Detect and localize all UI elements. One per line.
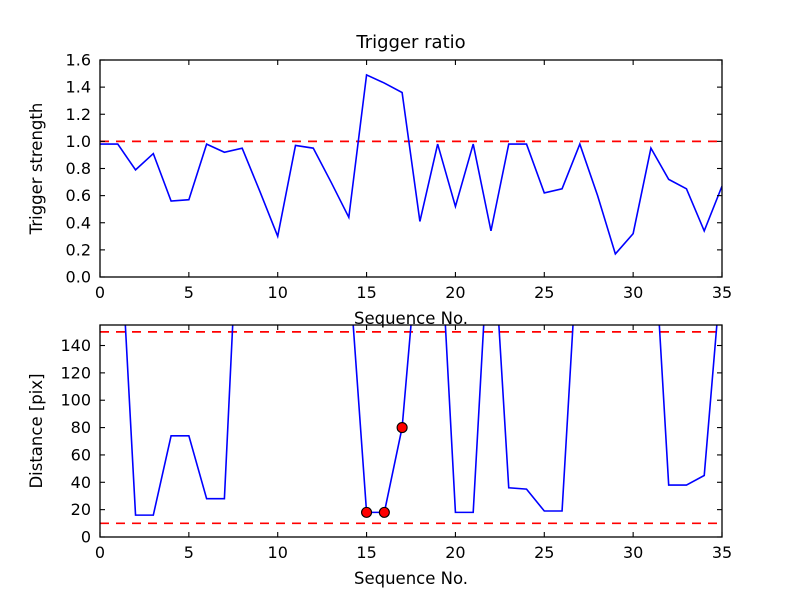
data-marker-2 (396, 422, 408, 434)
ytick-label-trigger-ratio-5: 1.0 (66, 132, 91, 151)
ytick-label-trigger-ratio-4: 0.8 (66, 159, 91, 178)
ytick-label-distance-5: 100 (60, 391, 91, 410)
xtick-label-distance-7: 35 (712, 543, 732, 562)
data-marker-0 (361, 506, 373, 518)
ytick-label-trigger-ratio-7: 1.4 (66, 78, 91, 97)
ylabel-distance: Distance [pix] (27, 373, 46, 488)
xtick-label-distance-4: 20 (445, 543, 465, 562)
xlabel-distance: Sequence No. (354, 569, 468, 588)
ytick-label-trigger-ratio-6: 1.2 (66, 105, 91, 124)
ytick-label-trigger-ratio-3: 0.6 (66, 186, 91, 205)
ylabel-trigger-ratio: Trigger strength (27, 103, 46, 236)
ytick-label-trigger-ratio-1: 0.2 (66, 240, 91, 259)
ytick-label-trigger-ratio-8: 1.6 (66, 51, 91, 70)
ytick-label-distance-2: 40 (71, 473, 91, 492)
xtick-label-trigger-ratio-2: 10 (268, 283, 288, 302)
data-line-trigger-ratio (100, 73, 722, 256)
ytick-label-trigger-ratio-0: 0.0 (66, 268, 91, 287)
ytick-label-distance-7: 140 (60, 336, 91, 355)
xtick-label-distance-1: 5 (184, 543, 194, 562)
data-marker-1 (378, 506, 390, 518)
xtick-label-trigger-ratio-7: 35 (712, 283, 732, 302)
data-line-distance (124, 325, 718, 516)
axes-frame-trigger-ratio (99, 59, 723, 278)
axes-frame-distance (99, 324, 723, 538)
xtick-label-trigger-ratio-6: 30 (623, 283, 643, 302)
ytick-label-distance-4: 80 (71, 418, 91, 437)
ytick-label-distance-0: 0 (81, 528, 91, 547)
plot-title-trigger-ratio: Trigger ratio (355, 32, 465, 53)
xtick-label-distance-3: 15 (356, 543, 376, 562)
ytick-label-distance-1: 20 (71, 500, 91, 519)
xtick-label-distance-0: 0 (95, 543, 105, 562)
xtick-label-trigger-ratio-5: 25 (534, 283, 554, 302)
ytick-label-distance-6: 120 (60, 363, 91, 382)
xtick-label-distance-6: 30 (623, 543, 643, 562)
xlabel-trigger-ratio: Sequence No. (354, 309, 468, 328)
xtick-label-distance-5: 25 (534, 543, 554, 562)
xtick-label-trigger-ratio-4: 20 (445, 283, 465, 302)
xtick-label-trigger-ratio-0: 0 (95, 283, 105, 302)
xtick-label-trigger-ratio-1: 5 (184, 283, 194, 302)
ytick-label-trigger-ratio-2: 0.4 (66, 213, 91, 232)
xtick-label-distance-2: 10 (268, 543, 288, 562)
ytick-label-distance-3: 60 (71, 445, 91, 464)
xtick-label-trigger-ratio-3: 15 (356, 283, 376, 302)
